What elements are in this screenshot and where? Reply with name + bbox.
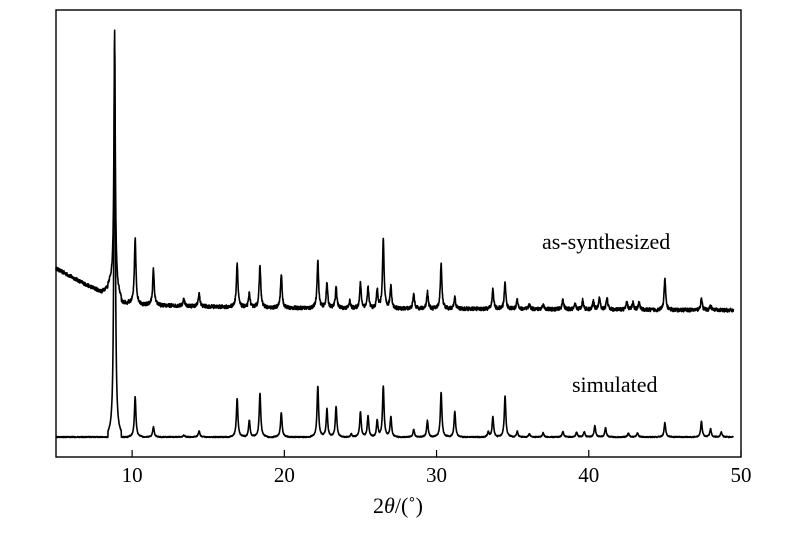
x-tick-label-30: 30 [426, 463, 447, 487]
x-tick-label-50: 50 [731, 463, 752, 487]
x-axis-title-symbol: θ [384, 493, 395, 518]
x-axis-title: 2θ/(˚) [373, 493, 423, 518]
plot-frame [55, 9, 742, 458]
x-tick-label-20: 20 [274, 463, 295, 487]
x-tick-label-40: 40 [578, 463, 599, 487]
series-label-as-synthesized: as-synthesized [542, 229, 670, 254]
x-tick-label-10: 10 [122, 463, 143, 487]
series-line-as-synthesized [55, 44, 735, 313]
x-axis-ticks: 10 20 30 40 50 [122, 450, 752, 487]
series-line-simulated [55, 29, 734, 439]
x-axis-title-suffix: /(˚) [395, 493, 423, 518]
series-label-simulated: simulated [572, 372, 658, 397]
series-lines [55, 29, 735, 439]
x-axis-title-prefix: 2 [373, 493, 384, 518]
